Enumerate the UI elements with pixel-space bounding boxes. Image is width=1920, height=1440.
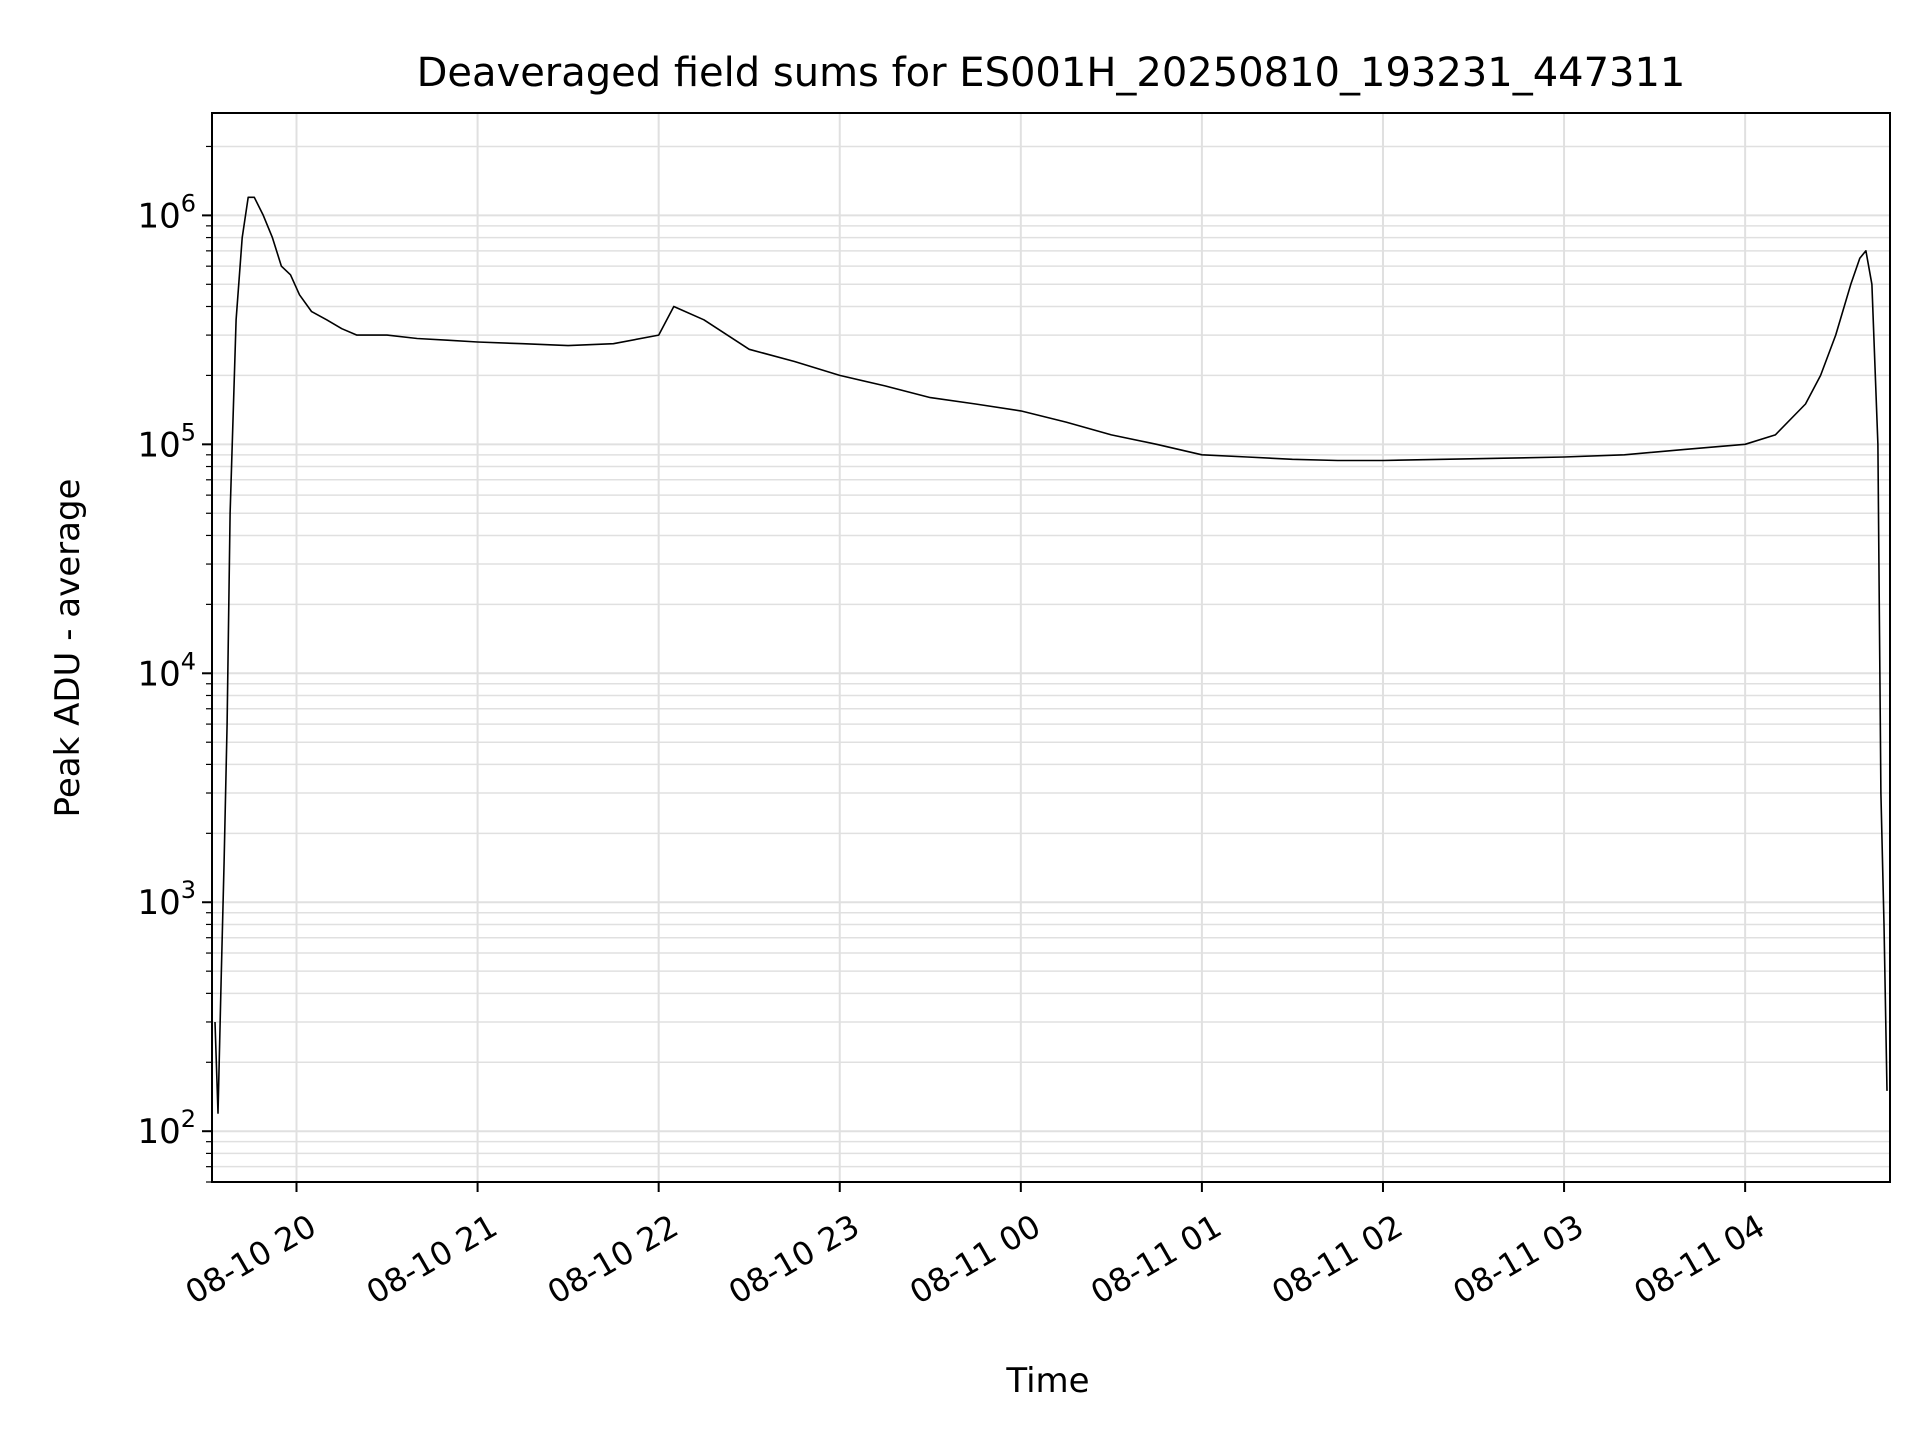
y-tick-label: 103 xyxy=(137,876,196,923)
series-layer xyxy=(214,196,1888,1114)
y-tick-base: 10 xyxy=(137,883,180,923)
x-axis-label: Time xyxy=(1005,1361,1089,1401)
y-tick-label: 105 xyxy=(137,418,196,465)
chart-title: Deaveraged field sums for ES001H_2025081… xyxy=(417,50,1686,96)
y-tick-exponent: 4 xyxy=(181,647,196,675)
y-tick-label: 104 xyxy=(137,647,196,694)
y-tick-exponent: 2 xyxy=(181,1105,196,1133)
y-axis-label: Peak ADU - average xyxy=(48,479,88,818)
y-tick-base: 10 xyxy=(137,1112,180,1152)
y-tick-base: 10 xyxy=(137,654,180,694)
y-tick-label: 102 xyxy=(137,1105,196,1152)
series-line xyxy=(214,196,1888,1114)
y-tick-label: 106 xyxy=(137,189,196,236)
y-tick-exponent: 6 xyxy=(181,189,196,217)
y-tick-base: 10 xyxy=(137,196,180,236)
y-tick-exponent: 5 xyxy=(181,418,196,446)
y-tick-exponent: 3 xyxy=(181,876,196,904)
grid xyxy=(212,113,1890,1183)
y-tick-base: 10 xyxy=(137,425,180,465)
plot-frame xyxy=(211,112,1891,1183)
